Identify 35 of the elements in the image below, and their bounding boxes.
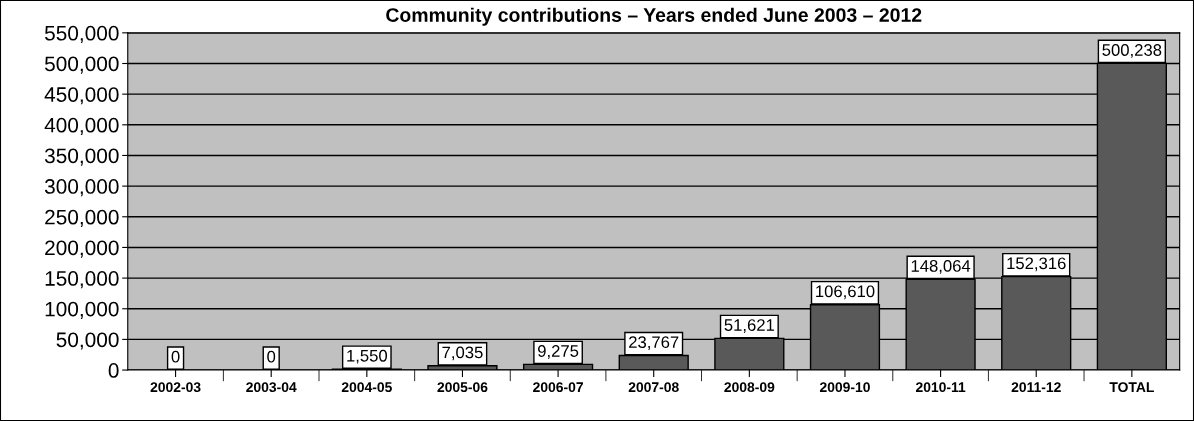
data-label: 106,610 (816, 285, 875, 300)
x-tick-label: 2003-04 (246, 382, 297, 393)
x-tick-label: TOTAL (1109, 382, 1154, 393)
x-tick-label: 2011-12 (1011, 382, 1061, 393)
y-tick-label: 550,000 (44, 25, 119, 44)
y-tick-label: 150,000 (45, 271, 119, 289)
y-tick-label: 450,000 (44, 87, 119, 105)
data-label: 23,767 (629, 336, 679, 350)
y-tick-label: 500,000 (44, 56, 119, 74)
x-tick-label: 2009-10 (819, 382, 870, 393)
data-label: 1,550 (347, 349, 388, 364)
data-label: 500,238 (1102, 44, 1162, 58)
y-tick-label: 200,000 (45, 240, 119, 258)
data-label: 0 (171, 350, 180, 363)
x-tick-label: 2004-05 (341, 382, 392, 393)
x-tick-label: 2006-07 (533, 382, 583, 393)
x-tick-label: 2002-03 (150, 382, 201, 393)
x-tick-label: 2008-09 (724, 382, 775, 393)
y-tick-label: 0 (108, 363, 119, 378)
data-label: 148,064 (911, 260, 971, 274)
x-tick-label: 2007-08 (628, 382, 679, 393)
data-label: 7,035 (442, 346, 483, 361)
data-label: 152,316 (1007, 257, 1066, 272)
data-label: 9,275 (538, 345, 579, 359)
data-label: 51,621 (724, 319, 775, 333)
y-tick-label: 300,000 (44, 179, 119, 197)
y-tick-label: 100,000 (45, 301, 119, 319)
y-tick-label: 350,000 (44, 148, 119, 166)
y-tick-label: 50,000 (56, 332, 119, 350)
data-label: 0 (267, 350, 276, 363)
y-tick-label: 400,000 (44, 117, 119, 136)
x-tick-label: 2005-06 (437, 382, 488, 393)
x-tick-label: 2010-11 (915, 382, 966, 393)
y-tick-label: 250,000 (45, 209, 119, 227)
chart-title: Community contributions – Years ended June 2003 – 2012 (386, 7, 922, 26)
